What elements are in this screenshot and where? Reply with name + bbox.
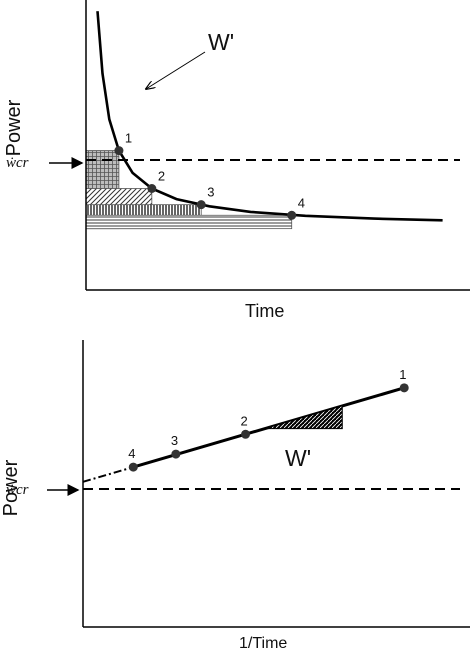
w-prime-arrow — [146, 51, 206, 89]
point-label-3: 3 — [207, 185, 214, 200]
point-4 — [287, 210, 297, 220]
wcr-label: ẇcr — [6, 155, 29, 171]
point-2 — [241, 429, 251, 439]
point-label-1: 1 — [399, 367, 406, 382]
x-axis-label: 1/Time — [239, 635, 287, 652]
point-1 — [114, 146, 124, 156]
w-prime-rect-4 — [85, 214, 293, 230]
point-label-4: 4 — [128, 446, 135, 461]
point-1 — [399, 383, 409, 393]
point-2 — [147, 184, 157, 193]
wcr-label: ẇcr — [6, 482, 29, 498]
point-3 — [196, 200, 206, 210]
point-label-2: 2 — [241, 413, 248, 428]
w-prime-label: W' — [285, 445, 311, 471]
w-prime-label: W' — [208, 29, 234, 55]
point-label-1: 1 — [125, 131, 132, 146]
extrapolation-line — [82, 466, 134, 483]
inverse-time-power-chart: 1 2 3 4 W' 1/Time Power ẇcr — [0, 340, 470, 652]
point-label-4: 4 — [298, 195, 305, 210]
point-4 — [128, 462, 138, 472]
time-power-chart: 1 2 3 4 W' Time Power ẇcr — [3, 0, 470, 321]
w-prime-areas — [85, 150, 293, 230]
power-duration-curve — [96, 11, 443, 222]
point-3 — [171, 449, 181, 459]
x-axis-label: Time — [245, 301, 284, 321]
point-label-2: 2 — [158, 169, 165, 184]
w-prime-slope-triangle — [264, 405, 343, 430]
y-axis-label: Power — [3, 99, 25, 156]
data-points: 1 2 3 4 — [114, 131, 305, 220]
point-label-3: 3 — [171, 433, 178, 448]
y-axis-label: Power — [0, 459, 22, 516]
data-points: 1 2 3 4 — [128, 367, 409, 472]
